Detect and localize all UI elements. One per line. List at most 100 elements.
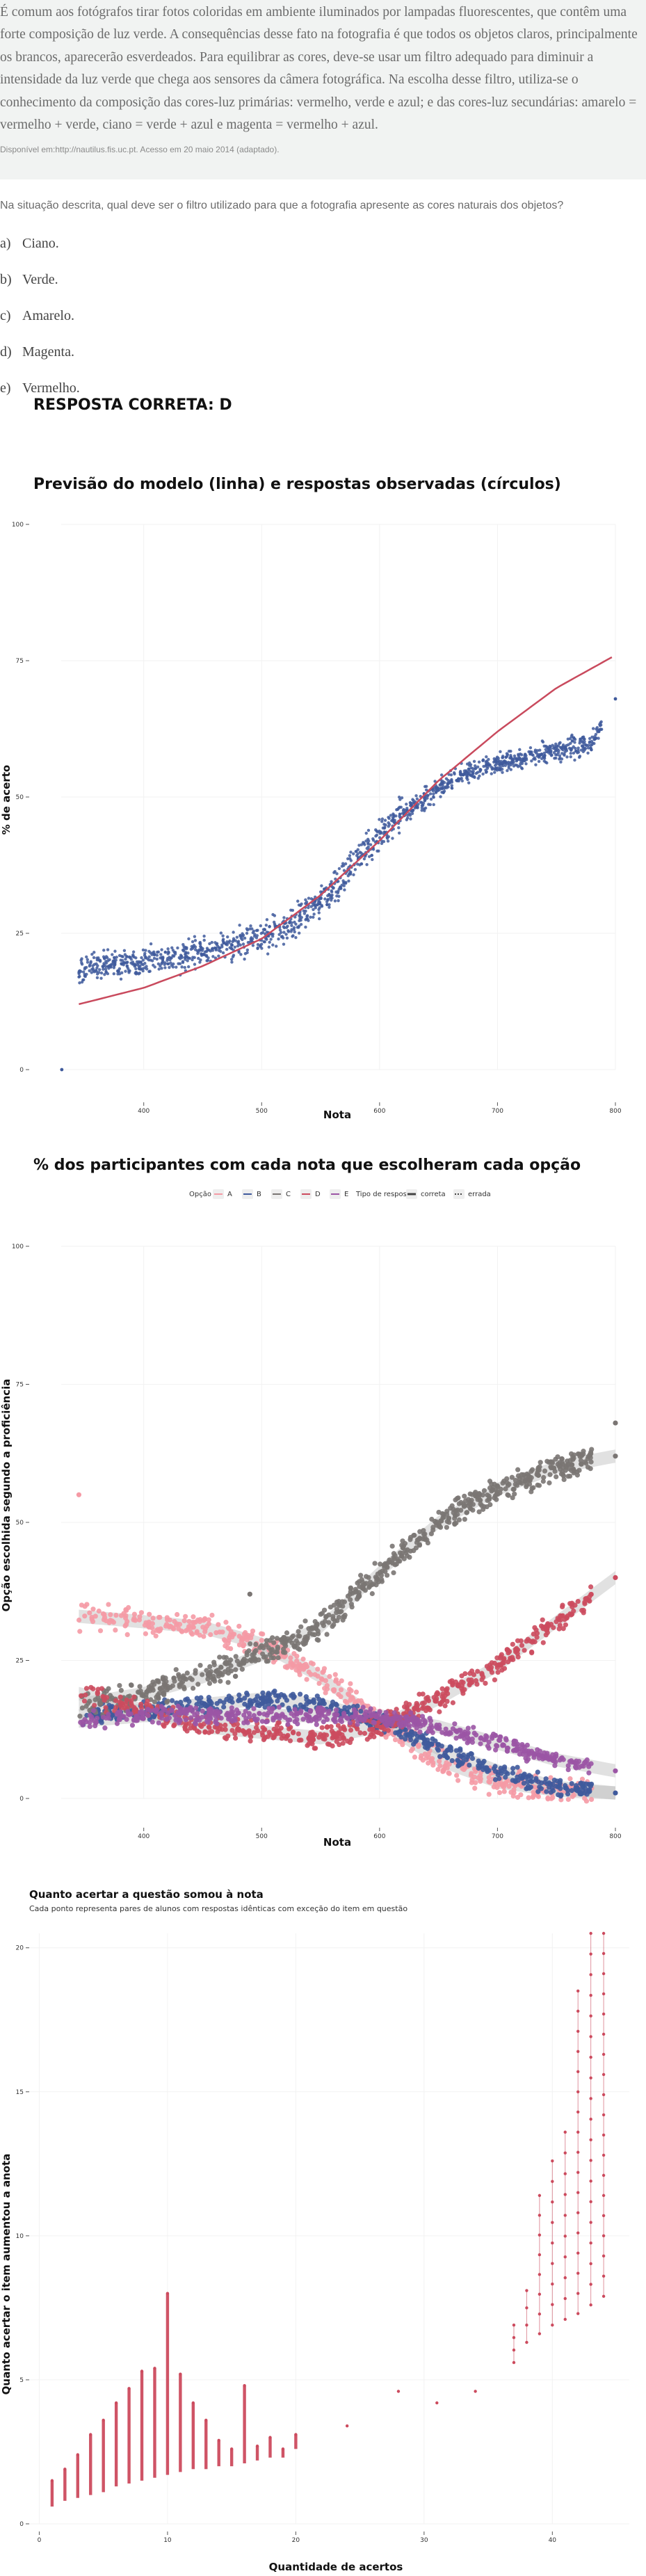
point-a bbox=[146, 1619, 152, 1625]
point-e bbox=[446, 1731, 452, 1737]
point-a bbox=[284, 1664, 291, 1669]
observed-point bbox=[182, 945, 186, 949]
observed-point bbox=[296, 926, 300, 929]
point-e bbox=[332, 1712, 337, 1718]
gain-column bbox=[191, 2403, 195, 2470]
gain-point bbox=[525, 2289, 528, 2292]
observed-point bbox=[476, 776, 480, 780]
point-c bbox=[578, 1461, 584, 1467]
observed-point bbox=[243, 957, 246, 961]
point-a bbox=[548, 1775, 554, 1780]
point-a bbox=[111, 1620, 117, 1625]
option-text: Magenta. bbox=[22, 344, 74, 360]
point-a bbox=[588, 1796, 595, 1803]
point-d bbox=[171, 1723, 177, 1729]
observed-point bbox=[446, 778, 450, 782]
observed-point bbox=[123, 953, 127, 956]
point-e bbox=[318, 1712, 325, 1718]
observed-point bbox=[397, 831, 401, 835]
point-c bbox=[324, 1632, 330, 1637]
point-e bbox=[159, 1704, 164, 1709]
point-c bbox=[569, 1467, 574, 1474]
point-d bbox=[475, 1668, 481, 1674]
observed-point bbox=[412, 799, 415, 803]
observed-point bbox=[369, 843, 373, 846]
observed-point bbox=[268, 924, 271, 928]
point-a bbox=[294, 1658, 300, 1664]
observed-point bbox=[165, 958, 169, 963]
observed-point bbox=[328, 903, 331, 906]
point-c bbox=[301, 1641, 307, 1647]
point-c bbox=[417, 1536, 423, 1541]
point-c bbox=[171, 1675, 177, 1681]
point-d bbox=[468, 1680, 474, 1686]
option-points bbox=[76, 1420, 618, 1804]
observed-point bbox=[214, 947, 218, 951]
observed-point bbox=[128, 969, 131, 973]
point-e bbox=[465, 1725, 471, 1731]
point-a bbox=[348, 1688, 354, 1693]
point-c bbox=[451, 1506, 456, 1512]
observed-point bbox=[166, 947, 170, 951]
point-c bbox=[163, 1679, 169, 1684]
option-d[interactable]: d) Magenta. bbox=[0, 344, 74, 360]
gain-point bbox=[243, 2384, 246, 2388]
observed-point bbox=[577, 755, 581, 759]
observed-point bbox=[380, 820, 384, 823]
point-c bbox=[357, 1593, 362, 1599]
point-c bbox=[524, 1484, 529, 1490]
point-c bbox=[444, 1524, 449, 1530]
point-e bbox=[352, 1714, 357, 1720]
observed-point bbox=[221, 951, 225, 955]
point-e bbox=[169, 1707, 175, 1713]
point-e bbox=[517, 1751, 523, 1757]
point-c bbox=[379, 1577, 385, 1582]
option-a[interactable]: a) Ciano. bbox=[0, 236, 59, 252]
observed-point bbox=[80, 961, 83, 965]
point-a bbox=[321, 1668, 326, 1674]
observed-point bbox=[199, 958, 202, 962]
point-e bbox=[469, 1739, 476, 1745]
observed-point bbox=[532, 757, 535, 761]
observed-point bbox=[330, 894, 333, 898]
point-e bbox=[572, 1760, 578, 1766]
point-d bbox=[335, 1723, 341, 1728]
option-e[interactable]: e) Vermelho. bbox=[0, 380, 80, 396]
observed-point bbox=[141, 969, 145, 973]
gain-point bbox=[281, 2447, 285, 2451]
observed-point bbox=[90, 952, 94, 956]
observed-point bbox=[352, 873, 355, 877]
point-c bbox=[298, 1624, 304, 1629]
point-a bbox=[435, 1766, 441, 1772]
observed-point bbox=[262, 940, 266, 944]
point-c bbox=[207, 1671, 212, 1677]
point-a bbox=[221, 1637, 227, 1643]
point-d bbox=[525, 1636, 531, 1642]
gain-point bbox=[153, 2367, 156, 2370]
observed-point bbox=[121, 955, 124, 958]
point-e bbox=[465, 1740, 470, 1746]
gain-point bbox=[563, 2317, 567, 2321]
point-c bbox=[356, 1590, 362, 1595]
observed-point bbox=[193, 963, 197, 966]
y-tick-label: 100 bbox=[12, 522, 24, 529]
point-c bbox=[211, 1676, 217, 1682]
option-b[interactable]: b) Verde. bbox=[0, 272, 58, 288]
point-a bbox=[422, 1751, 428, 1757]
point-c bbox=[511, 1486, 517, 1492]
observed-point bbox=[267, 945, 271, 949]
observed-point bbox=[376, 849, 379, 853]
option-c[interactable]: c) Amarelo. bbox=[0, 308, 74, 324]
point-c bbox=[253, 1641, 259, 1648]
point-e bbox=[241, 1712, 247, 1718]
observed-point bbox=[159, 953, 163, 956]
point-c bbox=[391, 1570, 396, 1576]
point-c bbox=[302, 1618, 308, 1624]
point-e bbox=[333, 1707, 339, 1713]
point-d bbox=[248, 1738, 253, 1744]
point-e bbox=[515, 1744, 520, 1750]
observed-point bbox=[309, 905, 313, 908]
point-c bbox=[424, 1537, 430, 1543]
question-panel: É comum aos fotógrafos tirar fotos color… bbox=[0, 0, 646, 179]
point-c bbox=[148, 1682, 154, 1689]
